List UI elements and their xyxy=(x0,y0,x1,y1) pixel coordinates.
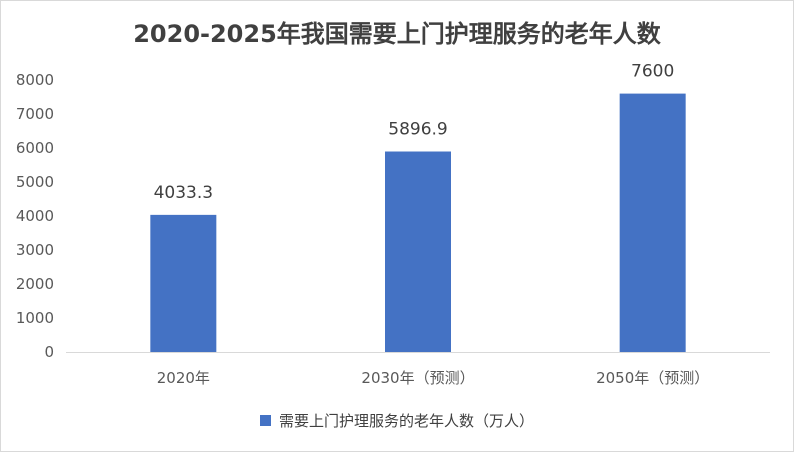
chart-title: 2020-2025年我国需要上门护理服务的老年人数 xyxy=(133,20,661,48)
y-tick-label: 5000 xyxy=(16,173,54,191)
y-tick-label: 0 xyxy=(44,343,54,361)
y-tick-label: 6000 xyxy=(16,139,54,157)
legend-label: 需要上门护理服务的老年人数（万人） xyxy=(278,412,534,430)
y-tick-label: 3000 xyxy=(16,241,54,259)
data-label: 7600 xyxy=(631,62,674,82)
bar xyxy=(150,214,217,352)
x-tick-label: 2050年（预测） xyxy=(596,369,709,387)
legend: 需要上门护理服务的老年人数（万人） xyxy=(0,410,794,431)
y-tick-label: 1000 xyxy=(16,309,54,327)
x-tick-label: 2020年 xyxy=(157,369,210,387)
data-label: 4033.3 xyxy=(154,183,213,203)
bar xyxy=(619,93,686,352)
data-label: 5896.9 xyxy=(388,120,447,140)
y-tick-label: 2000 xyxy=(16,275,54,293)
legend-swatch xyxy=(259,415,271,426)
y-tick-label: 4000 xyxy=(16,207,54,225)
y-tick-label: 7000 xyxy=(16,105,54,123)
x-tick-label: 2030年（预测） xyxy=(361,369,474,387)
y-tick-label: 8000 xyxy=(16,71,54,89)
bar xyxy=(385,151,451,352)
